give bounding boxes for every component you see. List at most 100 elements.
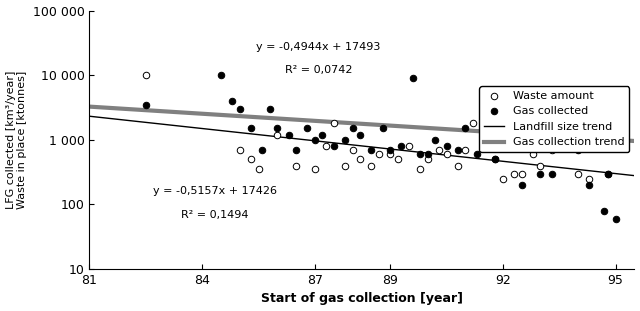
Waste amount bbox=[565, 144, 575, 149]
Waste amount bbox=[434, 147, 444, 152]
Line: Landfill size trend: Landfill size trend bbox=[90, 116, 634, 176]
Gas collected bbox=[422, 152, 433, 157]
Waste amount bbox=[603, 171, 613, 176]
Landfill size trend bbox=[118, 118, 126, 122]
Text: R² = 0,1494: R² = 0,1494 bbox=[181, 210, 248, 220]
Gas collected bbox=[235, 106, 245, 111]
Line: Gas collection trend: Gas collection trend bbox=[90, 107, 634, 141]
Waste amount bbox=[573, 171, 583, 176]
Waste amount bbox=[584, 176, 595, 181]
Gas collected bbox=[524, 137, 534, 142]
Waste amount bbox=[272, 132, 282, 137]
Gas collected bbox=[378, 126, 388, 131]
Gas collected bbox=[554, 106, 564, 111]
Gas collection trend bbox=[630, 139, 638, 143]
Waste amount bbox=[310, 167, 320, 172]
Waste amount bbox=[468, 121, 478, 126]
Waste amount bbox=[415, 167, 426, 172]
Waste amount bbox=[385, 152, 396, 157]
Gas collected bbox=[498, 106, 508, 111]
Waste amount bbox=[479, 144, 489, 149]
Waste amount bbox=[235, 147, 245, 152]
Waste amount bbox=[611, 144, 621, 149]
Gas collected bbox=[302, 126, 312, 131]
Waste amount bbox=[516, 171, 527, 176]
Gas collection trend bbox=[604, 137, 611, 141]
Gas collection trend bbox=[86, 105, 93, 109]
Waste amount bbox=[490, 157, 500, 162]
Gas collected bbox=[430, 137, 440, 142]
Text: R² = 0,0742: R² = 0,0742 bbox=[285, 65, 352, 75]
Waste amount bbox=[547, 147, 557, 152]
Waste amount bbox=[498, 176, 508, 181]
Gas collected bbox=[310, 137, 320, 142]
Waste amount bbox=[452, 163, 463, 168]
Gas collected bbox=[472, 152, 482, 157]
Gas collected bbox=[216, 73, 226, 78]
Gas collected bbox=[396, 144, 406, 149]
Waste amount bbox=[460, 147, 470, 152]
Text: y = -0,5157x + 17426: y = -0,5157x + 17426 bbox=[153, 186, 276, 196]
Landfill size trend bbox=[584, 169, 592, 172]
Waste amount bbox=[141, 73, 151, 78]
Legend: Waste amount, Gas collected, Landfill size trend, Gas collection trend: Waste amount, Gas collected, Landfill si… bbox=[479, 86, 629, 152]
Waste amount bbox=[442, 152, 452, 157]
Gas collected bbox=[516, 183, 527, 188]
Gas collected bbox=[257, 147, 268, 152]
Waste amount bbox=[328, 121, 339, 126]
Gas collected bbox=[385, 147, 396, 152]
Waste amount bbox=[348, 147, 358, 152]
Landfill size trend bbox=[630, 174, 638, 178]
Gas collected bbox=[291, 147, 301, 152]
Gas collected bbox=[415, 152, 426, 157]
Gas collected bbox=[408, 76, 418, 81]
Gas collected bbox=[573, 147, 583, 152]
Waste amount bbox=[509, 171, 519, 176]
Gas collected bbox=[317, 132, 328, 137]
Waste amount bbox=[404, 144, 414, 149]
Gas collection trend bbox=[231, 114, 239, 118]
Gas collected bbox=[592, 144, 602, 149]
Landfill size trend bbox=[604, 171, 611, 174]
Gas collected bbox=[366, 147, 376, 152]
Gas collected bbox=[442, 144, 452, 149]
Waste amount bbox=[535, 163, 545, 168]
Waste amount bbox=[253, 167, 264, 172]
Gas collected bbox=[355, 132, 365, 137]
Gas collection trend bbox=[118, 107, 126, 111]
Gas collected bbox=[284, 132, 294, 137]
Gas collected bbox=[584, 183, 595, 188]
Gas collected bbox=[328, 144, 339, 149]
Waste amount bbox=[592, 132, 602, 137]
Gas collected bbox=[227, 98, 237, 103]
Waste amount bbox=[355, 157, 365, 162]
Text: y = -0,4944x + 17493: y = -0,4944x + 17493 bbox=[256, 42, 381, 52]
Gas collection trend bbox=[187, 111, 195, 115]
Gas collected bbox=[611, 216, 621, 221]
Waste amount bbox=[392, 157, 403, 162]
Gas collected bbox=[141, 102, 151, 107]
Waste amount bbox=[321, 144, 332, 149]
Gas collection trend bbox=[108, 106, 115, 110]
Gas collected bbox=[547, 171, 557, 176]
Landfill size trend bbox=[231, 130, 239, 134]
Gas collected bbox=[490, 157, 500, 162]
Gas collected bbox=[599, 208, 609, 213]
Landfill size trend bbox=[86, 114, 93, 118]
Gas collected bbox=[272, 126, 282, 131]
Gas collected bbox=[348, 126, 358, 131]
Waste amount bbox=[246, 157, 256, 162]
Waste amount bbox=[366, 163, 376, 168]
Gas collected bbox=[340, 137, 350, 142]
Gas collected bbox=[460, 126, 470, 131]
Gas collection trend bbox=[584, 136, 592, 140]
Waste amount bbox=[528, 152, 538, 157]
Gas collected bbox=[603, 171, 613, 176]
Landfill size trend bbox=[187, 125, 195, 129]
Waste amount bbox=[554, 118, 564, 123]
Landfill size trend bbox=[108, 117, 115, 120]
Y-axis label: LFG collected [km³/year]
Waste in place [ktonnes]: LFG collected [km³/year] Waste in place … bbox=[6, 71, 27, 209]
Waste amount bbox=[422, 157, 433, 162]
Gas collected bbox=[265, 106, 275, 111]
Waste amount bbox=[340, 163, 350, 168]
